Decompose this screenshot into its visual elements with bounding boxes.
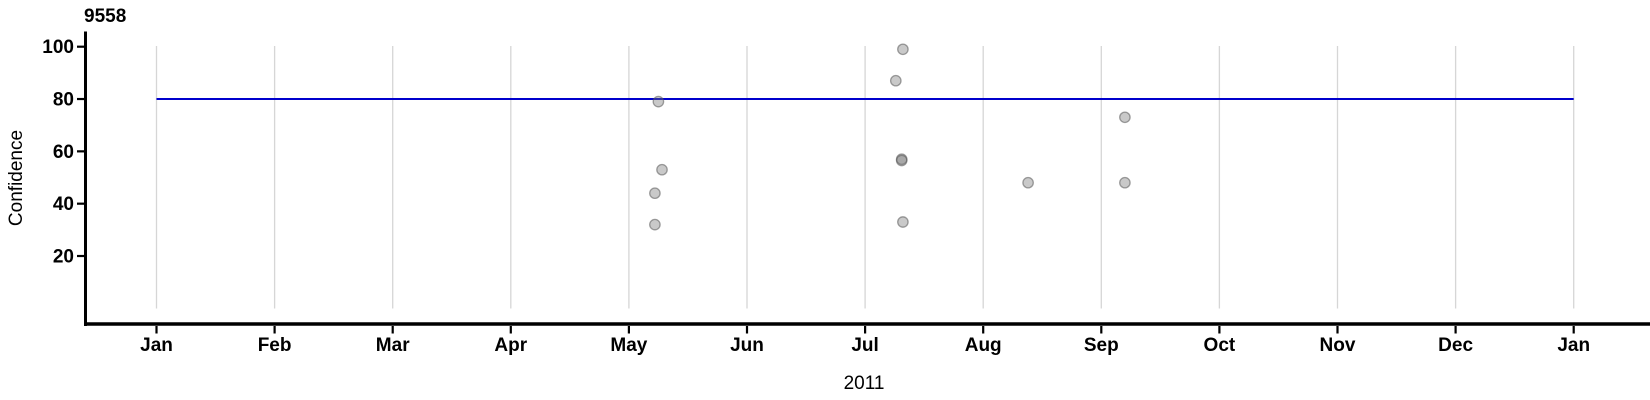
data-point[interactable] xyxy=(1119,176,1131,189)
x-tick-label: Jun xyxy=(730,335,764,356)
data-point[interactable] xyxy=(649,218,661,231)
x-tick-label: Sep xyxy=(1084,335,1119,356)
y-tick-label: 100 xyxy=(42,37,74,58)
y-tick-label: 40 xyxy=(53,194,74,215)
data-point[interactable] xyxy=(652,95,665,108)
x-ticks-layer: Jan Feb Mar Apr May Jun Jul Aug Sep Oct Nov Dec Jan xyxy=(140,326,1590,356)
axes-layer xyxy=(84,31,1650,326)
x-tick-label: Dec xyxy=(1438,335,1473,356)
x-tick-label: Nov xyxy=(1320,335,1356,356)
data-point[interactable] xyxy=(889,74,902,87)
x-tick-label: Mar xyxy=(376,335,410,356)
x-tick-label: Feb xyxy=(258,335,292,356)
panel-title: 9558 xyxy=(84,6,126,27)
x-tick-label: Jan xyxy=(140,335,173,356)
data-point[interactable] xyxy=(897,43,909,56)
data-point[interactable] xyxy=(656,163,668,176)
x-tick-label: Aug xyxy=(965,335,1002,356)
x-tick-label: Apr xyxy=(494,335,527,356)
y-tick-label: 80 xyxy=(53,90,74,111)
x-axis-year-label: 2011 xyxy=(844,373,885,394)
gridlines-layer xyxy=(155,46,1575,309)
data-point[interactable] xyxy=(1119,111,1131,124)
data-point[interactable] xyxy=(897,216,909,228)
data-point[interactable] xyxy=(1022,176,1034,189)
y-tick-label: 20 xyxy=(53,247,74,268)
x-tick-label: Jan xyxy=(1557,335,1590,356)
data-points-layer xyxy=(649,43,1131,231)
x-tick-label: Jul xyxy=(851,335,878,356)
y-axis-title: Confidence xyxy=(6,130,27,226)
x-tick-label: May xyxy=(610,335,647,356)
x-tick-label: Oct xyxy=(1204,335,1236,356)
y-tick-label: 60 xyxy=(53,142,74,163)
data-point[interactable] xyxy=(649,187,661,200)
data-point[interactable] xyxy=(895,154,908,167)
y-ticks-layer: 100 80 60 40 20 xyxy=(42,37,85,268)
